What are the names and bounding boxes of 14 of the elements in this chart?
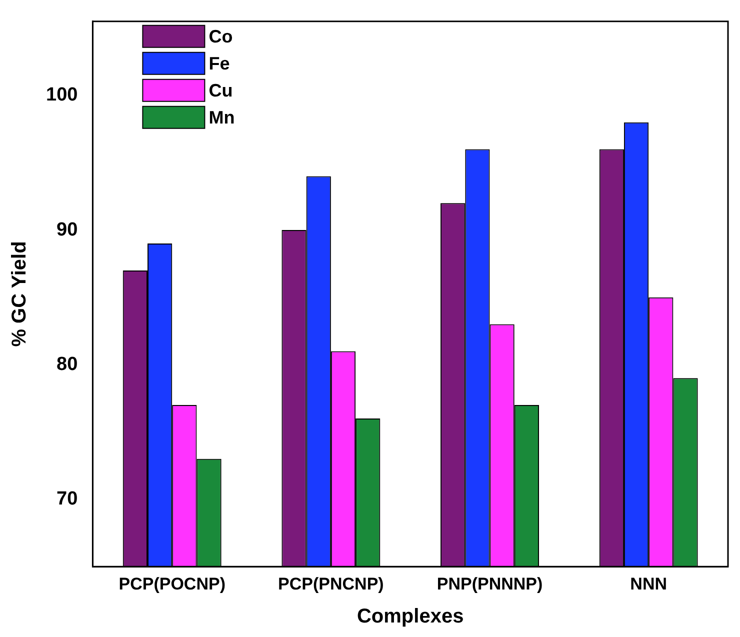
x-tick-label: PNP(PNNNP) [436, 574, 543, 594]
y-tick-label: 80 [56, 354, 78, 375]
y-axis-title: % GC Yield [8, 241, 31, 347]
x-tick-label: PCP(PNCNP) [278, 574, 384, 594]
x-axis-title: Complexes [356, 606, 464, 628]
legend-label: Fe [208, 53, 230, 74]
x-tick-label: NNN [630, 574, 668, 594]
x-tick-label: PCP(POCNP) [118, 574, 226, 594]
legend-label: Mn [208, 107, 235, 128]
legend-label: Co [208, 26, 233, 46]
y-tick-label: 70 [56, 488, 78, 510]
y-tick-label: 100 [46, 84, 78, 106]
legend-label: Cu [208, 80, 233, 100]
y-tick-label: 90 [56, 219, 78, 240]
